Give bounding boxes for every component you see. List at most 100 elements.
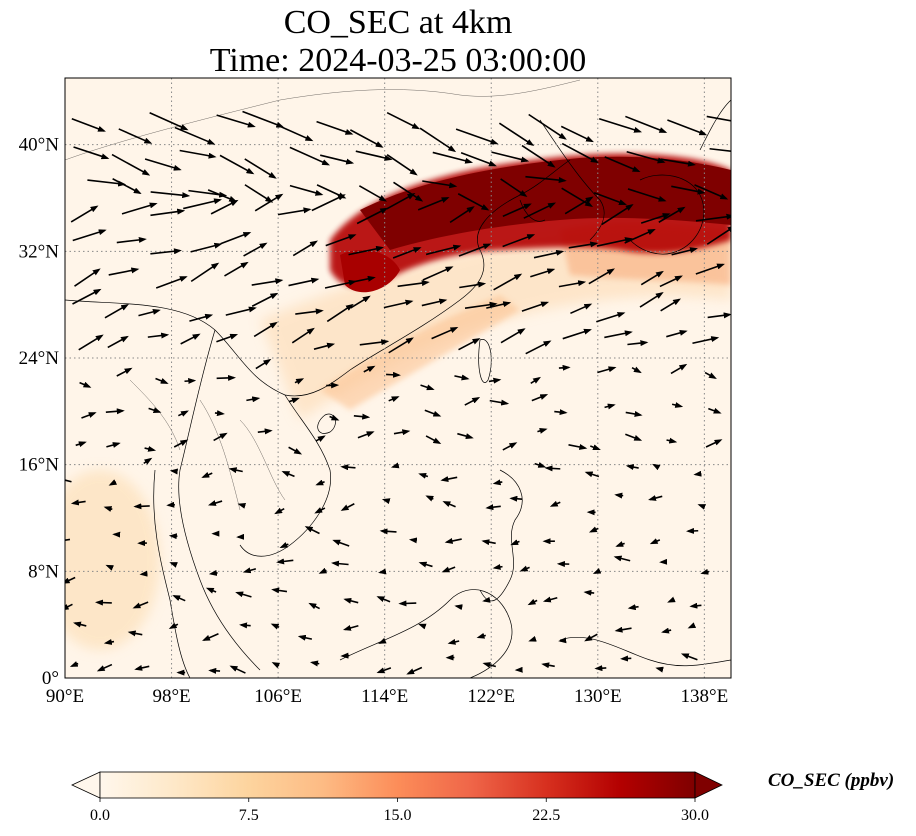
wind-arrow <box>652 463 661 471</box>
wind-arrow <box>544 465 561 472</box>
wind-arrow <box>604 156 641 173</box>
wind-arrow <box>695 263 725 275</box>
wind-arrow <box>376 667 392 674</box>
wind-arrow <box>627 604 639 611</box>
wind-arrow <box>313 342 336 350</box>
wind-arrow <box>455 128 499 145</box>
wind-arrow <box>406 666 423 675</box>
map-subtitle-time: Time: 2024-03-25 03:00:00 <box>209 42 587 79</box>
wind-arrow <box>255 358 272 370</box>
wind-arrow <box>704 371 717 379</box>
wind-arrow <box>695 213 731 222</box>
wind-arrow <box>149 112 189 131</box>
wind-arrow <box>625 464 639 471</box>
wind-arrow <box>94 599 112 606</box>
wind-arrow <box>173 439 189 448</box>
wind-arrow <box>332 539 350 547</box>
wind-arrow <box>671 247 698 256</box>
wind-arrow <box>549 500 561 507</box>
wind-arrow <box>70 205 99 223</box>
wind-arrow <box>116 367 133 377</box>
wind-arrow <box>316 184 347 199</box>
wind-arrow <box>596 237 633 247</box>
wind-arrow <box>106 442 121 448</box>
wind-arrow <box>588 526 599 533</box>
wind-arrow <box>190 262 220 283</box>
wind-arrow <box>78 334 104 351</box>
wind-arrow <box>271 587 288 594</box>
country-borders <box>65 79 581 511</box>
wind-arrow <box>594 665 607 672</box>
wind-arrow <box>707 312 731 319</box>
wind-arrow <box>219 154 255 175</box>
wind-arrow <box>705 439 723 448</box>
wind-arrow <box>706 115 731 122</box>
wind-arrow <box>134 664 150 671</box>
wind-arrow <box>592 567 602 574</box>
wind-arrow <box>65 479 72 483</box>
wind-arrow <box>72 288 102 305</box>
colorbar-gradient <box>99 771 696 799</box>
wind-arrow <box>697 504 707 510</box>
wind-arrow <box>168 622 179 630</box>
wind-arrow <box>207 189 238 202</box>
wind-arrow <box>79 381 92 388</box>
wind-arrow <box>383 299 414 309</box>
wind-arrow <box>489 399 510 406</box>
wind-arrow <box>640 270 664 286</box>
wind-arrow <box>251 278 284 286</box>
wind-arrow <box>425 435 442 445</box>
wind-arrow <box>418 623 427 630</box>
wind-arrow <box>560 125 594 143</box>
wind-arrow <box>631 366 642 374</box>
wind-arrow <box>626 150 666 164</box>
wind-arrow <box>689 602 702 609</box>
wind-arrow <box>358 185 387 202</box>
wind-arrow <box>244 184 274 203</box>
co-concentration-field <box>65 153 731 650</box>
wind-arrow <box>73 146 110 160</box>
wind-arrow <box>392 247 422 259</box>
wind-arrow <box>530 268 556 278</box>
wind-arrow <box>510 539 520 546</box>
wind-arrow <box>246 396 261 403</box>
wind-arrow <box>348 245 385 256</box>
wind-arrow <box>310 660 320 667</box>
lon-tick-label: 114°E <box>361 686 408 707</box>
wind-arrow <box>297 634 313 641</box>
wind-arrow <box>482 596 491 603</box>
wind-arrow <box>464 397 481 406</box>
axis-ticks: 90°E 98°E 106°E 114°E 122°E 130°E 138°E 0° 8°N 16… <box>19 135 729 707</box>
wind-arrow <box>183 198 223 210</box>
wind-arrow <box>288 277 320 287</box>
wind-arrow <box>459 281 487 289</box>
wind-arrow <box>208 569 218 576</box>
wind-arrow <box>277 207 312 216</box>
wind-arrow <box>216 374 237 381</box>
wind-arrow <box>615 541 625 547</box>
wind-arrow <box>235 591 252 598</box>
wind-arrow <box>670 363 688 375</box>
wind-arrow <box>528 113 567 140</box>
wind-arrow <box>325 234 357 247</box>
wind-arrow <box>237 502 247 509</box>
wind-arrow <box>655 666 664 673</box>
wind-arrow <box>458 243 492 257</box>
wind-arrow <box>111 153 151 176</box>
colorbar-tick-label: 7.5 <box>239 807 259 824</box>
wind-arrow <box>112 178 142 195</box>
wind-arrow <box>431 327 459 340</box>
wind-arrow <box>316 120 354 135</box>
wind-arrow <box>440 476 458 482</box>
wind-arrow <box>708 407 722 414</box>
wind-arrow <box>242 567 257 574</box>
lat-tick-label: 8°N <box>28 561 59 582</box>
colorbar-label: CO_SEC (ppbv) <box>768 770 895 791</box>
wind-arrow <box>201 471 213 478</box>
wind-arrow <box>534 462 547 468</box>
wind-arrow <box>649 538 661 545</box>
wind-arrow <box>108 267 140 276</box>
wind-arrow <box>348 275 376 284</box>
wind-arrow <box>454 374 470 381</box>
wind-arrow <box>694 184 729 200</box>
